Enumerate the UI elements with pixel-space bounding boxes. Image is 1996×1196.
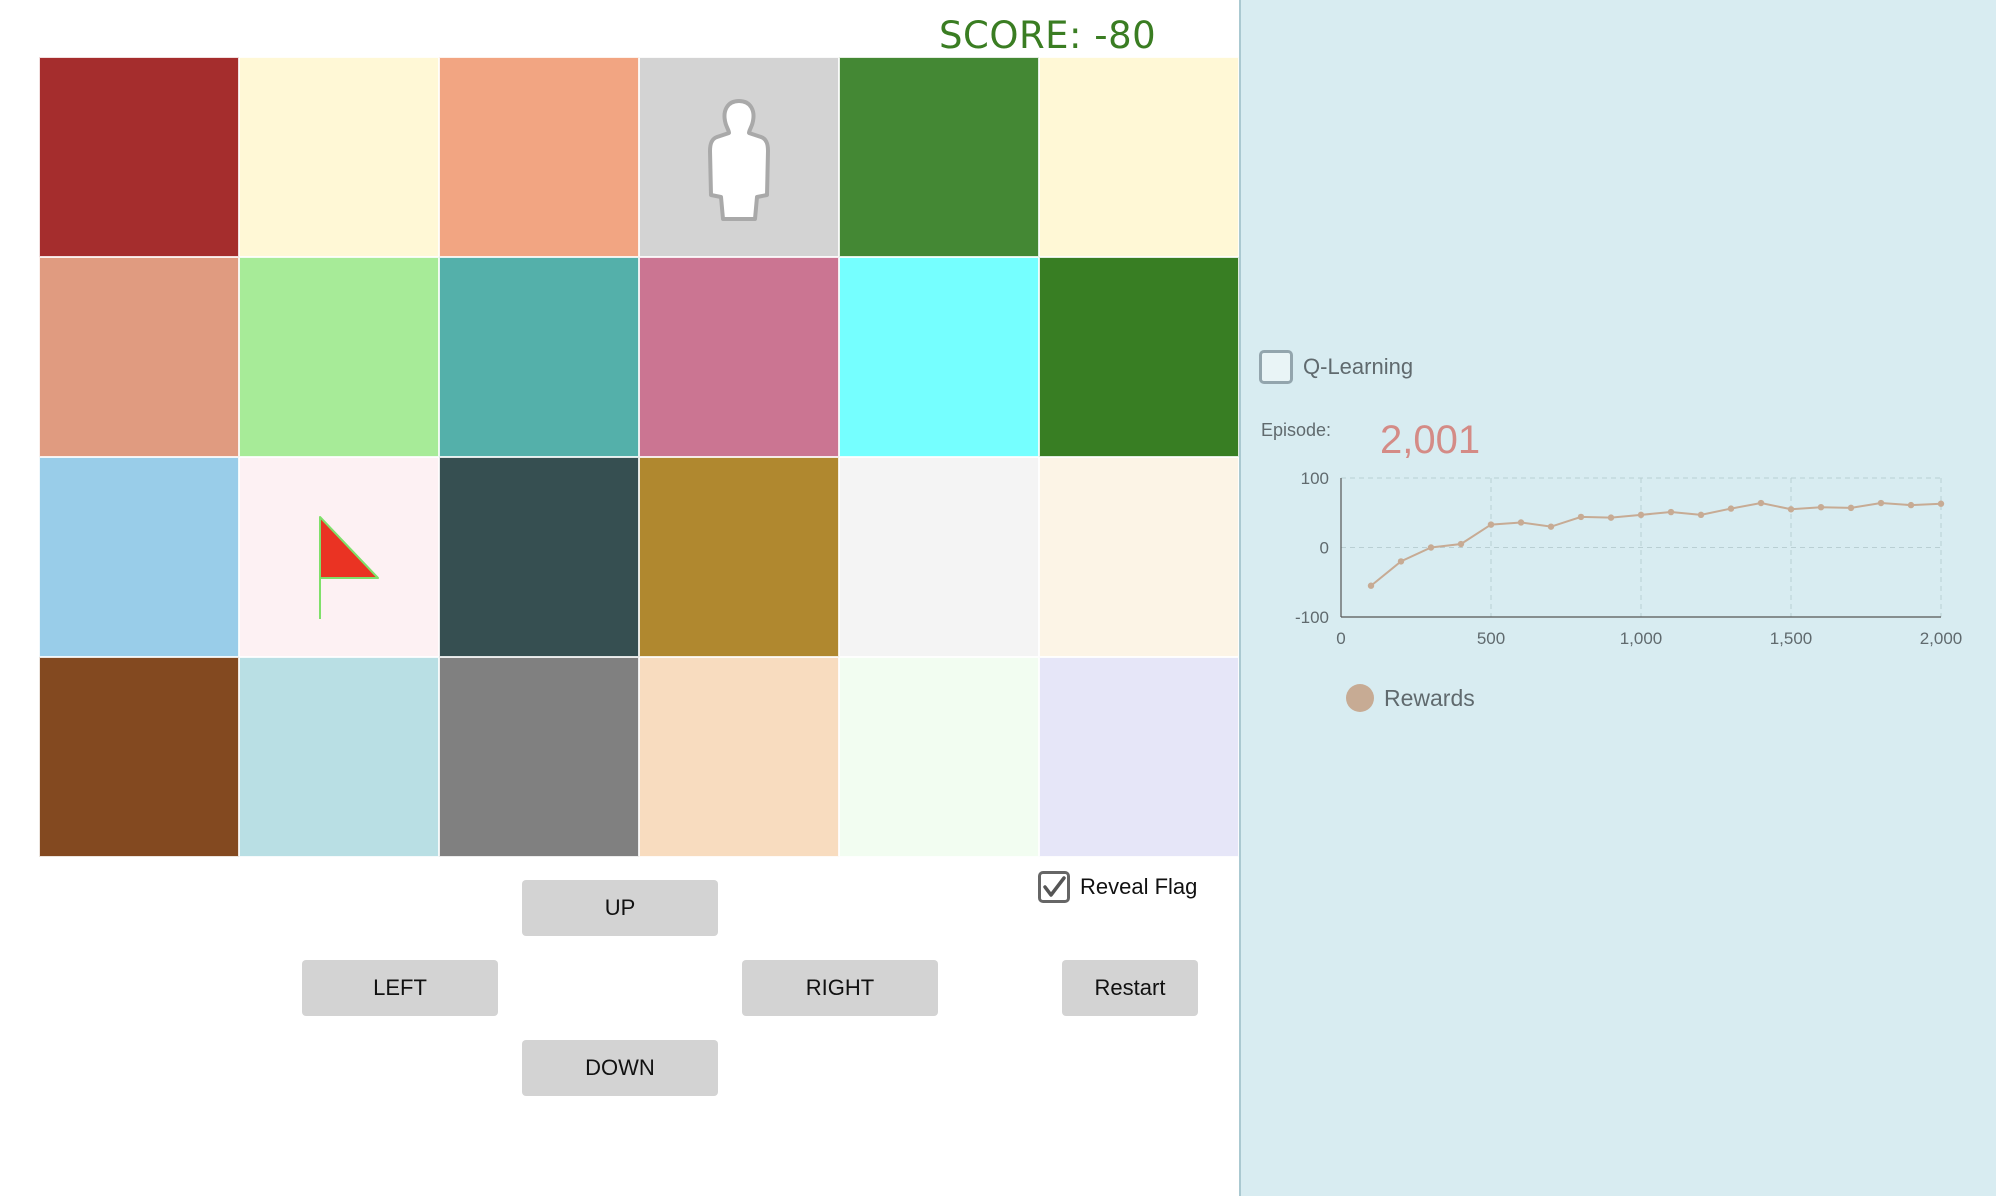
side-panel: Q-Learning Episode: 2,001 100 0 -100 0 500 1,… — [1239, 0, 1996, 1196]
data-point — [1727, 505, 1735, 512]
data-point — [1427, 544, 1435, 551]
grid-cell — [39, 57, 239, 257]
reveal-flag-label: Reveal Flag — [1080, 874, 1198, 899]
grid-cell — [1039, 57, 1239, 257]
grid-cell — [239, 57, 439, 257]
right-button[interactable]: RIGHT — [742, 960, 938, 1016]
grid-cell — [639, 57, 839, 257]
data-point — [1697, 511, 1705, 519]
grid-cell — [439, 657, 639, 857]
y-tick-label: 100 — [1301, 469, 1329, 488]
data-point — [1757, 499, 1765, 507]
grid-cell — [239, 257, 439, 457]
episode-label: Episode: — [1261, 420, 1332, 440]
grid-cell — [439, 457, 639, 657]
x-tick-label: 1,500 — [1770, 629, 1813, 648]
q-learning-label: Q-Learning — [1303, 354, 1414, 379]
up-button[interactable]: UP — [522, 880, 718, 936]
y-tick-label: -100 — [1295, 608, 1329, 627]
chart-legend[interactable]: Rewards — [1346, 684, 1475, 712]
grid-cell — [839, 457, 1039, 657]
legend-label: Rewards — [1384, 684, 1475, 711]
grid-cell — [1039, 657, 1239, 857]
q-learning-toggle[interactable]: Q-Learning — [1259, 350, 1413, 384]
grid-cell — [439, 257, 639, 457]
data-point — [1787, 506, 1795, 513]
grid-cell — [1039, 457, 1239, 657]
data-point — [1547, 523, 1555, 530]
grid-cell — [239, 457, 439, 657]
rewards-chart: 100 0 -100 0 500 1,000 1,500 2,000 — [1295, 469, 1963, 648]
legend-swatch — [1346, 684, 1374, 712]
data-point — [1907, 501, 1915, 509]
data-point — [1577, 513, 1585, 521]
episode-value: 2,001 — [1380, 418, 1481, 462]
checkmark-icon — [1043, 876, 1066, 897]
data-point — [1367, 582, 1375, 589]
restart-button[interactable]: Restart — [1062, 960, 1198, 1016]
grid-cell — [839, 57, 1039, 257]
x-tick-label: 1,000 — [1620, 629, 1663, 648]
reveal-flag-checkbox[interactable] — [1038, 871, 1070, 903]
data-point — [1397, 558, 1405, 565]
grid-cell — [239, 657, 439, 857]
flag-icon — [319, 516, 379, 619]
data-point — [1937, 500, 1945, 507]
grid-cell — [639, 657, 839, 857]
reveal-flag-toggle[interactable]: Reveal Flag — [1038, 871, 1197, 903]
series-line — [1370, 502, 1942, 587]
data-point — [1517, 519, 1525, 526]
x-tick-label: 500 — [1477, 629, 1505, 648]
grid-cell — [439, 57, 639, 257]
game-grid — [39, 57, 1239, 857]
grid-cell — [639, 257, 839, 457]
grid-cell — [39, 657, 239, 857]
data-point — [1637, 511, 1645, 519]
x-tick-label: 0 — [1336, 629, 1345, 648]
grid-cell — [1039, 257, 1239, 457]
grid-cell — [39, 257, 239, 457]
grid-cell — [39, 457, 239, 657]
data-point — [1847, 504, 1855, 512]
y-tick-label: 0 — [1320, 539, 1329, 558]
score-label: SCORE: -80 — [939, 14, 1157, 57]
left-button[interactable]: LEFT — [302, 960, 498, 1016]
grid-cell — [639, 457, 839, 657]
data-point — [1817, 503, 1825, 511]
down-button[interactable]: DOWN — [522, 1040, 718, 1096]
x-tick-label: 2,000 — [1920, 629, 1963, 648]
grid-cell — [839, 257, 1039, 457]
data-point — [1487, 521, 1495, 528]
person-icon — [708, 99, 770, 221]
data-point — [1607, 514, 1615, 521]
q-learning-checkbox[interactable] — [1259, 350, 1293, 384]
data-point — [1457, 540, 1465, 548]
grid-cell — [839, 657, 1039, 857]
data-point — [1877, 499, 1885, 507]
data-point — [1667, 508, 1675, 516]
